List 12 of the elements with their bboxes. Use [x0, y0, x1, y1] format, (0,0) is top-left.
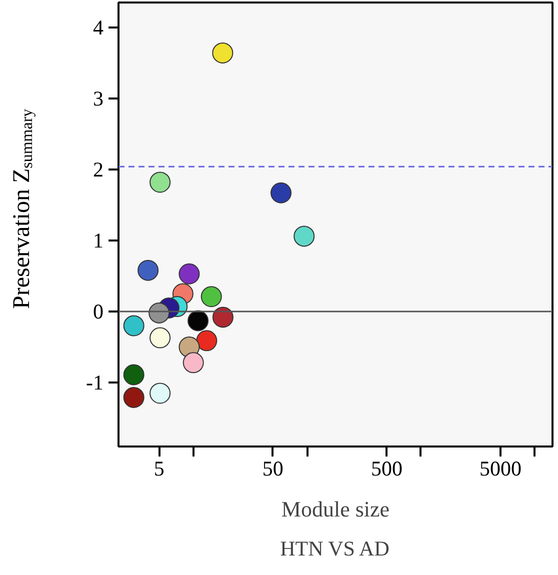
y-tick-label: 3: [93, 86, 104, 110]
x-tick-label: 500: [370, 456, 402, 480]
x-tick-label: 50: [262, 456, 284, 480]
x-tick-label: 5: [154, 456, 164, 480]
x-axis-title: Module size: [281, 496, 390, 522]
y-tick-label: 1: [93, 228, 104, 252]
y-tick-label: 2: [93, 157, 104, 182]
y-tick-label: 0: [93, 300, 104, 324]
y-tick-label: 4: [93, 15, 104, 40]
text: HTN VS AD: [280, 536, 390, 560]
x-tick-label: 5000: [480, 456, 522, 480]
y-tick-label: -1: [86, 370, 104, 395]
